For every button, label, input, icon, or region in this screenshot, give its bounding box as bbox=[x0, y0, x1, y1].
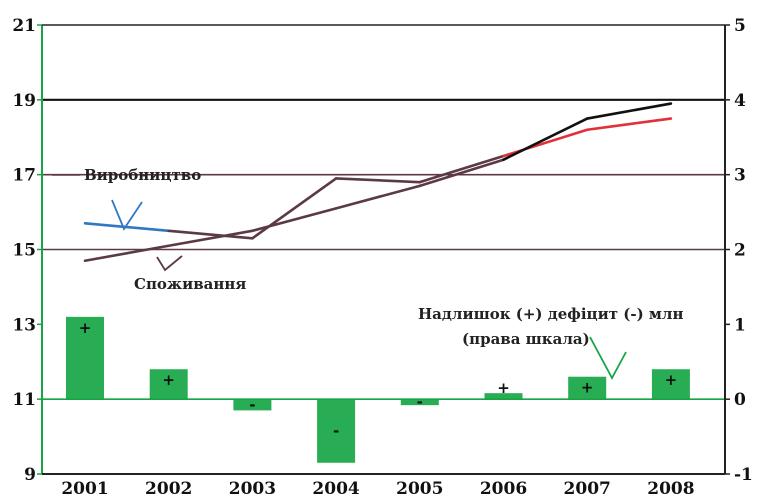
left-tick-label-1: 11 bbox=[12, 390, 36, 410]
production-segment-2007 bbox=[585, 117, 673, 132]
right-tick-labels: -1 0 1 2 3 4 5 bbox=[725, 16, 753, 485]
production-segment-2005 bbox=[418, 154, 505, 184]
left-tick-labels: 9 11 13 15 17 19 21 bbox=[12, 16, 42, 485]
production-segment-2003 bbox=[251, 177, 338, 240]
consumption-segment-2004 bbox=[334, 184, 422, 210]
left-tick-label-5: 19 bbox=[12, 91, 36, 111]
right-tick-label-4: 3 bbox=[734, 166, 746, 186]
consumption-segment-2002 bbox=[167, 229, 254, 248]
production-segment-2006 bbox=[502, 128, 589, 158]
consumption-label: Споживання bbox=[134, 275, 246, 293]
x-tick-label-2001: 2001 bbox=[61, 479, 108, 495]
right-tick-label-3: 2 bbox=[734, 241, 746, 261]
consumption-pointer bbox=[156, 255, 183, 272]
series-lines bbox=[83, 102, 673, 263]
x-tick-label-2008: 2008 bbox=[647, 479, 694, 495]
right-tick-label-5: 4 bbox=[734, 91, 746, 111]
right-tick-label-2: 1 bbox=[734, 315, 746, 335]
right-tick-label-6: 5 bbox=[734, 16, 746, 36]
bars bbox=[66, 316, 690, 463]
production-label: Виробництво bbox=[84, 166, 201, 184]
right-tick-label-1: 0 bbox=[734, 390, 746, 410]
right-tick-label-0: -1 bbox=[734, 465, 753, 485]
bar-2003 bbox=[233, 399, 272, 411]
production-segment-2004 bbox=[334, 177, 422, 184]
bar-2006 bbox=[484, 393, 523, 400]
production-segment-2001 bbox=[83, 222, 170, 233]
bar-sign-2005: - bbox=[417, 393, 423, 411]
consumption-segment-2001 bbox=[83, 244, 170, 263]
bar-sign-2008: + bbox=[665, 371, 678, 389]
left-tick-label-0: 9 bbox=[24, 465, 36, 485]
bar-sign-2001: + bbox=[79, 319, 92, 337]
bar-2005 bbox=[400, 399, 439, 406]
bar-sign-marks: + + - - - + + + bbox=[79, 319, 677, 440]
bar-sign-2007: + bbox=[581, 379, 594, 397]
bar-sign-2004: - bbox=[333, 422, 339, 440]
production-pointer bbox=[111, 199, 143, 231]
bar-2007 bbox=[568, 376, 607, 400]
left-tick-label-6: 21 bbox=[12, 16, 36, 36]
consumption-segment-2006 bbox=[502, 117, 589, 161]
bar-sign-2002: + bbox=[162, 371, 175, 389]
consumption-segment-2003 bbox=[251, 207, 338, 233]
consumption-segment-2007 bbox=[585, 102, 673, 120]
bar-2002 bbox=[149, 369, 188, 400]
bar-2001 bbox=[66, 316, 104, 400]
x-tick-label-2002: 2002 bbox=[145, 479, 192, 495]
balance-label-line1: Надлишок (+) дефіцит (-) млн bbox=[418, 305, 683, 323]
x-tick-label-2007: 2007 bbox=[564, 479, 611, 495]
x-tick-label-2006: 2006 bbox=[480, 479, 527, 495]
x-tick-label-2004: 2004 bbox=[312, 479, 359, 495]
bar-2004 bbox=[317, 399, 356, 463]
x-tick-labels: 2001 2002 2003 2004 2005 2006 2007 2008 bbox=[61, 479, 694, 495]
production-segment-2002 bbox=[167, 229, 254, 240]
left-tick-label-2: 13 bbox=[12, 315, 36, 335]
x-tick-label-2003: 2003 bbox=[229, 479, 276, 495]
left-tick-label-3: 15 bbox=[12, 241, 36, 261]
balance-pointer bbox=[589, 336, 627, 380]
bar-sign-2003: - bbox=[249, 396, 255, 414]
left-tick-label-4: 17 bbox=[12, 166, 36, 186]
consumption-segment-2005 bbox=[418, 158, 505, 188]
balance-label-line2: (права шкала) bbox=[462, 330, 590, 348]
bar-sign-2006: + bbox=[497, 379, 510, 397]
bar-2008 bbox=[651, 369, 690, 400]
x-tick-label-2005: 2005 bbox=[396, 479, 443, 495]
